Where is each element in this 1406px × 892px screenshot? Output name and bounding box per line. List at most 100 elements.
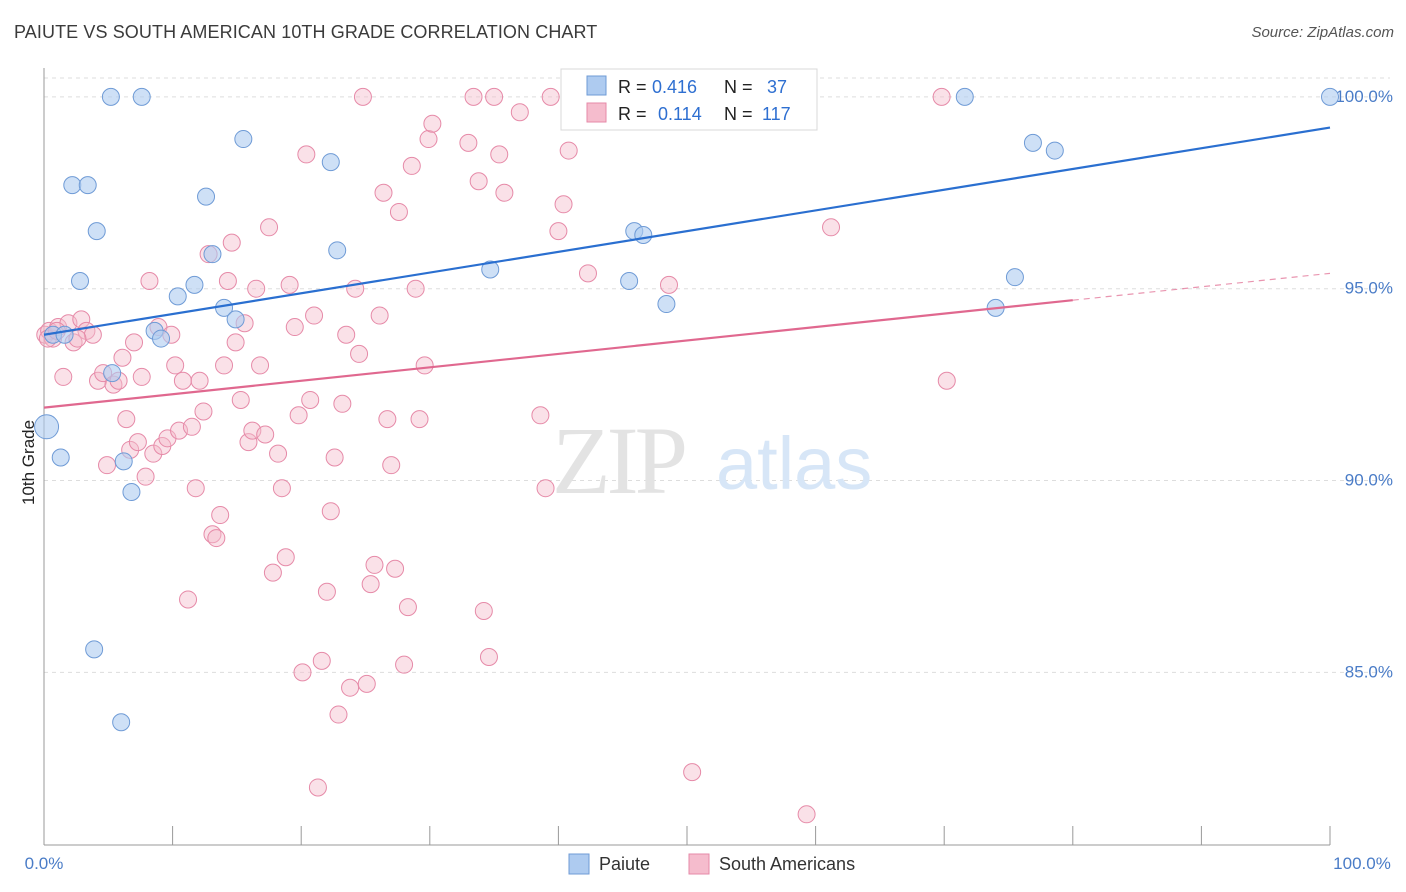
south-americans-point bbox=[125, 333, 144, 352]
south-americans-point bbox=[329, 705, 348, 724]
x-axis-ticks bbox=[43, 826, 1331, 845]
south-americans-point bbox=[263, 563, 282, 582]
south-americans-point bbox=[312, 651, 331, 670]
south-americans-point bbox=[353, 87, 372, 106]
south-americans-point bbox=[464, 87, 483, 106]
south-americans-point bbox=[341, 678, 360, 697]
south-americans-point bbox=[179, 590, 198, 609]
paiute-point bbox=[78, 176, 97, 195]
watermark-atlas: atlas bbox=[716, 422, 872, 505]
paiute-point bbox=[55, 325, 74, 344]
south-americans-point bbox=[231, 390, 250, 409]
watermark-zip: ZIP bbox=[552, 407, 685, 514]
south-americans-point bbox=[173, 371, 192, 390]
paiute-point bbox=[328, 241, 347, 260]
south-americans-point bbox=[490, 145, 509, 164]
south-americans-point bbox=[182, 417, 201, 436]
south-americans-point bbox=[289, 406, 308, 425]
paiute-points bbox=[34, 87, 1339, 732]
south-americans-point bbox=[410, 410, 429, 429]
paiute-point bbox=[51, 448, 70, 467]
south-americans-point bbox=[207, 529, 226, 548]
south-americans-point bbox=[485, 87, 504, 106]
south-americans-point bbox=[382, 456, 401, 475]
south-americans-point bbox=[256, 425, 275, 444]
south-americans-point bbox=[215, 356, 234, 375]
south-americans-point bbox=[276, 548, 295, 567]
south-americans-point bbox=[797, 805, 816, 824]
south-americans-point bbox=[136, 467, 155, 486]
grid-lines bbox=[44, 77, 1390, 673]
y-tick-labels: 85.0% 90.0% 95.0% 100.0% bbox=[1335, 87, 1393, 681]
y-tick-label: 95.0% bbox=[1345, 279, 1393, 298]
south-americans-point bbox=[554, 195, 573, 214]
south-americans-point bbox=[186, 479, 205, 498]
y-tick-label: 90.0% bbox=[1345, 471, 1393, 490]
south-americans-point bbox=[226, 333, 245, 352]
south-americans-point bbox=[128, 433, 147, 452]
south-americans-point bbox=[370, 306, 389, 325]
paiute-point bbox=[226, 310, 245, 329]
south-americans-point bbox=[419, 130, 438, 149]
paiute-n-value: 37 bbox=[767, 77, 787, 97]
south-americans-point bbox=[272, 479, 291, 498]
south-americans-point bbox=[350, 344, 369, 363]
south-americans-point bbox=[251, 356, 270, 375]
chart-title: PAIUTE VS SOUTH AMERICAN 10TH GRADE CORR… bbox=[14, 22, 598, 42]
south-americans-point bbox=[333, 394, 352, 413]
south-americans-point bbox=[280, 275, 299, 294]
paiute-point bbox=[114, 452, 133, 471]
south-americans-point bbox=[469, 172, 488, 191]
south-americans-point bbox=[317, 582, 336, 601]
paiute-point bbox=[634, 225, 653, 244]
paiute-n-label: N = bbox=[724, 77, 753, 97]
south-swatch bbox=[586, 102, 607, 123]
south-americans-point bbox=[541, 87, 560, 106]
south-americans-point bbox=[357, 674, 376, 693]
south-americans-point bbox=[578, 264, 597, 283]
south-americans-point bbox=[822, 218, 841, 237]
south-r-value: 0.114 bbox=[658, 104, 702, 124]
paiute-point bbox=[152, 329, 171, 348]
south-americans-point bbox=[495, 183, 514, 202]
south-americans-point bbox=[378, 410, 397, 429]
south-americans-point bbox=[260, 218, 279, 237]
y-tick-label: 85.0% bbox=[1345, 662, 1393, 681]
south-americans-point bbox=[415, 356, 434, 375]
x-tick-label-max: 100.0% bbox=[1333, 854, 1391, 873]
south-americans-point bbox=[54, 367, 73, 386]
paiute-point bbox=[63, 176, 82, 195]
south-americans-point bbox=[510, 103, 529, 122]
source-label: Source: ZipAtlas.com bbox=[1251, 24, 1394, 41]
south-americans-point bbox=[683, 763, 702, 782]
south-americans-point bbox=[365, 555, 384, 574]
south-americans-point bbox=[479, 648, 498, 667]
paiute-point bbox=[1045, 141, 1064, 160]
paiute-point bbox=[620, 272, 639, 291]
paiute-point bbox=[85, 640, 104, 659]
south-americans-point bbox=[932, 87, 951, 106]
south-n-value: 117 bbox=[762, 104, 791, 124]
south-americans-trend-extension bbox=[1072, 272, 1331, 301]
south-americans-point bbox=[361, 575, 380, 594]
south-americans-point bbox=[386, 559, 405, 578]
paiute-r-label: R = bbox=[618, 77, 647, 97]
legend-south-swatch bbox=[688, 853, 710, 875]
paiute-point bbox=[234, 130, 253, 149]
south-americans-point bbox=[144, 444, 163, 463]
south-americans-point bbox=[132, 367, 151, 386]
paiute-point bbox=[34, 414, 60, 440]
paiute-point bbox=[1321, 87, 1339, 106]
south-americans-point bbox=[117, 410, 136, 429]
paiute-point bbox=[103, 364, 122, 383]
paiute-point bbox=[1023, 133, 1042, 152]
paiute-point bbox=[657, 295, 676, 314]
south-americans-point bbox=[398, 598, 417, 617]
south-americans-point bbox=[166, 356, 185, 375]
south-americans-point bbox=[374, 183, 393, 202]
south-americans-point bbox=[140, 272, 159, 291]
south-americans-point bbox=[194, 402, 213, 421]
paiute-point bbox=[71, 272, 90, 291]
south-americans-point bbox=[305, 306, 324, 325]
